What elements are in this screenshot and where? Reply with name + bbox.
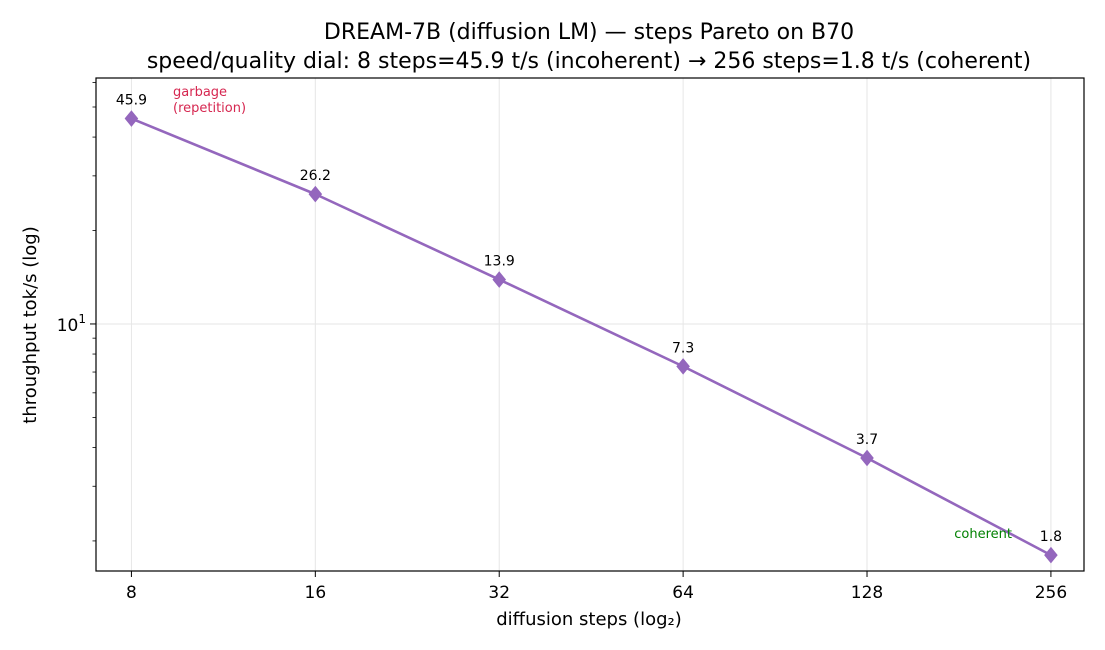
x-tick-label: 16 xyxy=(305,583,327,603)
data-label: 26.2 xyxy=(300,168,331,184)
annotation-repetition: (repetition) xyxy=(173,101,246,116)
x-tick-label: 32 xyxy=(488,583,510,603)
data-point-marker xyxy=(860,449,874,467)
y-axis-label: throughput tok/s (log) xyxy=(20,226,41,423)
series-line xyxy=(130,117,1052,557)
annotation-coherent: coherent xyxy=(954,527,1012,542)
x-tick-label: 256 xyxy=(1035,583,1067,603)
data-label: 13.9 xyxy=(484,254,515,270)
data-label: 1.8 xyxy=(1040,529,1062,545)
data-point-marker xyxy=(1044,546,1058,564)
chart-title: DREAM-7B (diffusion LM) — steps Pareto o… xyxy=(324,20,854,45)
data-label: 7.3 xyxy=(672,340,694,356)
data-point-marker xyxy=(308,185,323,203)
data-point-marker xyxy=(492,271,507,288)
annotation-garbage: garbage xyxy=(173,85,227,100)
data-point-marker xyxy=(124,110,139,127)
data-label: 45.9 xyxy=(116,93,147,109)
plot-frame xyxy=(95,77,1085,572)
x-tick-label: 8 xyxy=(126,583,137,603)
data-label: 3.7 xyxy=(856,432,878,448)
axes: 8 16 32 64 128 256 101 xyxy=(57,82,1067,603)
y-tick-label: 101 xyxy=(57,312,86,336)
x-tick-label: 64 xyxy=(672,583,694,603)
x-axis-label: diffusion steps (log₂) xyxy=(496,609,682,630)
x-tick-label: 128 xyxy=(851,583,883,603)
grid-lines xyxy=(96,78,1084,571)
data-point-marker xyxy=(676,358,690,375)
chart-subtitle: speed/quality dial: 8 steps=45.9 t/s (in… xyxy=(147,49,1031,74)
plot-area: 45.9 26.2 13.9 7.3 3.7 1.8 xyxy=(116,93,1062,564)
